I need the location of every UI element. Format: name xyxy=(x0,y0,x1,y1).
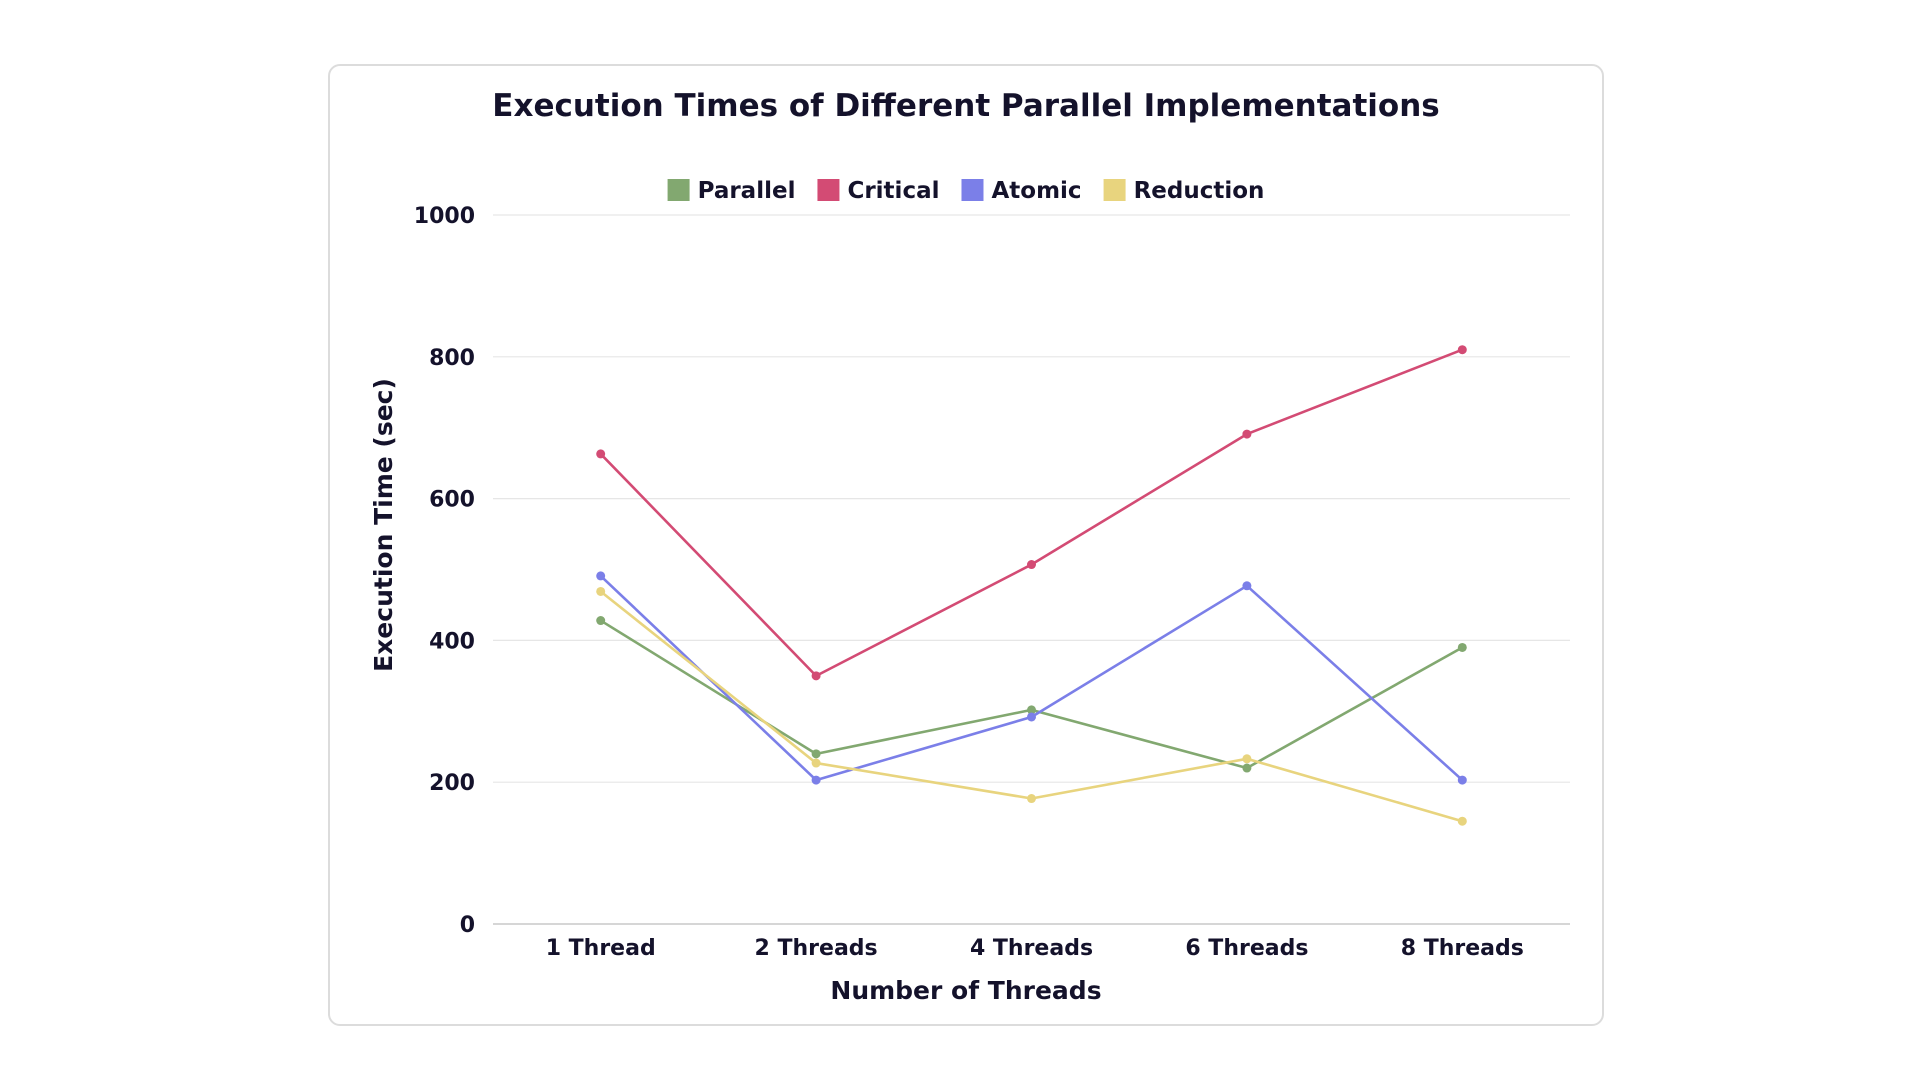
data-point-atomic xyxy=(1027,712,1036,722)
legend-swatch xyxy=(961,179,984,201)
data-point-parallel xyxy=(1027,705,1036,715)
legend-label: Reduction xyxy=(1134,178,1265,204)
data-point-critical xyxy=(596,449,606,459)
y-tick-label: 0 xyxy=(460,913,475,938)
y-tick-label: 800 xyxy=(429,346,475,371)
x-tick-label: 6 Threads xyxy=(1185,936,1308,961)
data-point-atomic xyxy=(1457,775,1467,785)
x-axis-label: Number of Threads xyxy=(830,976,1101,1005)
y-tick-label: 400 xyxy=(429,629,475,654)
data-point-reduction xyxy=(596,586,606,596)
data-point-parallel xyxy=(596,616,606,626)
chart-legend: Parallel Critical Atomic Reduction xyxy=(667,178,1265,204)
legend-label: Parallel xyxy=(698,178,796,204)
series-atomic xyxy=(596,571,1467,785)
data-point-critical xyxy=(1457,345,1467,355)
legend-item-reduction: Reduction xyxy=(1103,178,1265,204)
data-point-reduction xyxy=(1242,754,1252,764)
data-point-critical xyxy=(1242,429,1252,439)
data-point-atomic xyxy=(596,571,606,581)
legend-item-atomic: Atomic xyxy=(961,178,1082,204)
series-line-critical xyxy=(599,348,1464,678)
chart-card xyxy=(328,64,1604,1026)
y-axis-label: Execution Time (sec) xyxy=(369,378,398,672)
legend-item-critical: Critical xyxy=(817,178,939,204)
legend-swatch xyxy=(1103,179,1126,201)
legend-label: Atomic xyxy=(991,178,1081,204)
x-tick-label: 2 Threads xyxy=(755,936,878,961)
data-point-critical xyxy=(811,671,821,681)
chart-gridlines xyxy=(493,214,1570,925)
data-point-reduction xyxy=(1457,816,1467,826)
legend-item-parallel: Parallel xyxy=(667,178,796,204)
series-reduction xyxy=(596,586,1467,826)
data-point-atomic xyxy=(811,775,821,785)
x-tick-label: 1 Thread xyxy=(546,936,656,961)
chart-title: Execution Times of Different Parallel Im… xyxy=(492,88,1439,124)
data-point-critical xyxy=(1027,560,1036,570)
data-point-reduction xyxy=(1027,794,1036,804)
series-line-atomic xyxy=(599,574,1464,782)
data-point-atomic xyxy=(1242,581,1252,591)
y-axis-ticks: 0 200 400 600 800 1000 xyxy=(414,204,475,938)
series-critical xyxy=(596,345,1467,681)
data-point-parallel xyxy=(1457,642,1467,652)
x-tick-label: 4 Threads xyxy=(970,936,1093,961)
y-tick-label: 600 xyxy=(429,488,475,513)
legend-swatch xyxy=(667,179,690,201)
series-parallel xyxy=(596,616,1467,773)
chart-series xyxy=(596,345,1467,826)
legend-label: Critical xyxy=(847,178,939,204)
data-point-parallel xyxy=(811,749,821,759)
y-tick-label: 200 xyxy=(429,771,475,796)
data-point-parallel xyxy=(1242,763,1252,773)
y-tick-label: 1000 xyxy=(414,204,475,229)
x-tick-label: 8 Threads xyxy=(1401,936,1524,961)
x-axis-ticks: 1 Thread 2 Threads 4 Threads 6 Threads 8 Thr… xyxy=(546,936,1524,961)
legend-swatch xyxy=(817,179,840,201)
data-point-reduction xyxy=(811,758,821,768)
